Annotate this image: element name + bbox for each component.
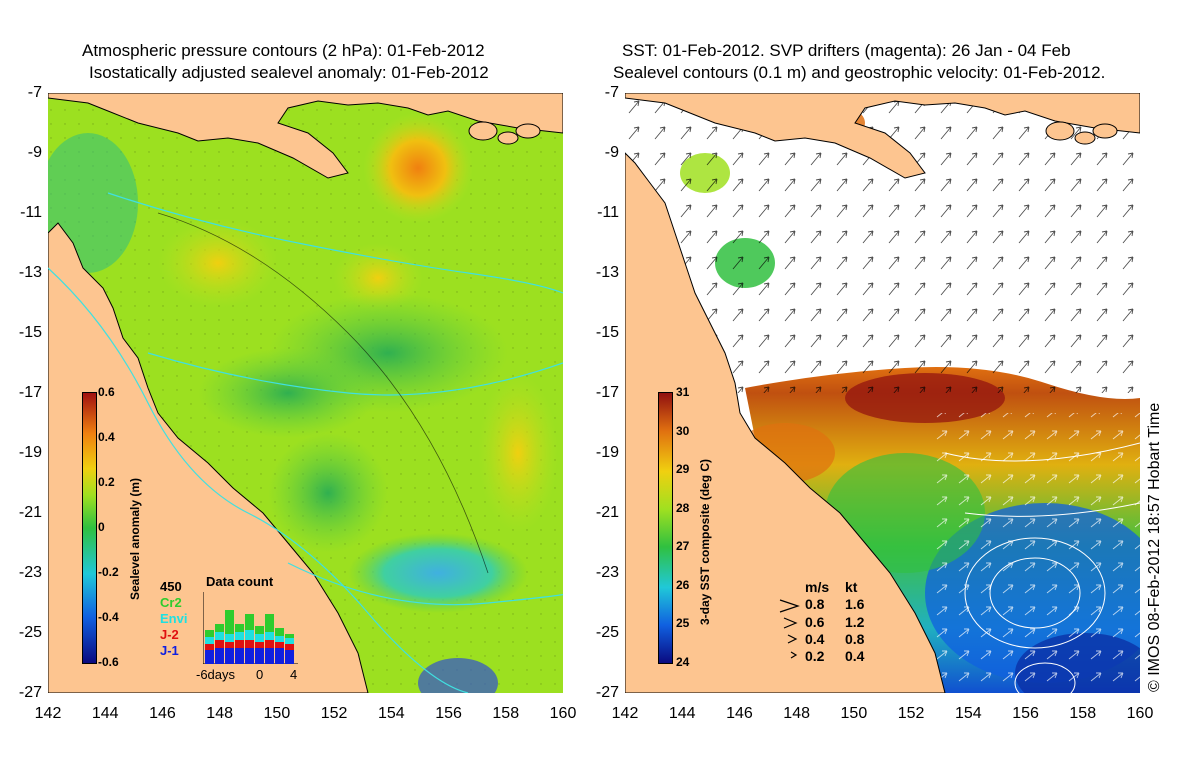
data-count-histogram [203, 592, 298, 664]
speed-row-ms: 0.8 [805, 596, 825, 612]
lat-tick-label: -9 [604, 144, 619, 161]
sla-tick: -0.4 [98, 610, 119, 624]
lon-tick-label: 156 [1012, 705, 1039, 722]
speed-row-ms: 0.2 [805, 648, 825, 664]
speed-row-ms: 0.6 [805, 614, 825, 630]
sst-tick: 31 [676, 385, 690, 399]
left-title-line2: Isostatically adjusted sealevel anomaly:… [89, 63, 489, 82]
lat-tick-label: -13 [595, 264, 619, 281]
lon-tick-label: 160 [549, 705, 577, 722]
lat-tick-label: -23 [18, 564, 42, 581]
lon-tick-label: 146 [726, 705, 753, 722]
speed-row-kt: 1.2 [845, 614, 865, 630]
sst-tick: 27 [676, 539, 690, 553]
data-count-xlabel: 4 [290, 667, 298, 682]
lat-tick-label: -23 [595, 564, 619, 581]
lat-tick-label: -11 [597, 204, 619, 221]
lat-tick-label: -15 [595, 324, 619, 341]
lon-tick-label: 144 [668, 705, 696, 722]
mission-envi: Envi [160, 611, 188, 626]
lon-tick-label: 154 [954, 705, 982, 722]
speed-row-kt: 1.6 [845, 596, 865, 612]
sealevel-anomaly-map [48, 93, 563, 693]
data-count-title: Data count [206, 574, 274, 589]
sla-tick: 0 [98, 520, 105, 534]
data-count-xlabel: 0 [256, 667, 264, 682]
sst-colorbar-label: 3-day SST composite (deg C) [698, 458, 712, 625]
lon-tick-label: 148 [206, 705, 233, 722]
lon-tick-label: 150 [263, 705, 291, 722]
mission-j2: J-2 [160, 627, 179, 642]
lon-tick-label: 156 [435, 705, 462, 722]
lat-tick-label: -21 [18, 504, 42, 521]
lat-tick-label: -7 [27, 84, 42, 101]
speed-row-kt: 0.4 [845, 648, 865, 664]
sla-tick: 0.4 [98, 430, 115, 444]
sla-tick: 0.2 [98, 475, 115, 489]
speed-arrows [779, 599, 800, 659]
sst-tick: 29 [676, 462, 690, 476]
lon-tick-label: 152 [897, 705, 925, 722]
data-count-max: 450 [160, 579, 182, 594]
lat-tick-label: -27 [595, 684, 619, 701]
data-count-xlabel: -6days [196, 667, 236, 682]
lat-tick-label: -17 [595, 384, 619, 401]
lat-tick-label: -25 [18, 624, 42, 641]
lon-tick-label: 150 [840, 705, 868, 722]
sst-tick: 26 [676, 578, 690, 592]
lon-tick-label: 154 [377, 705, 405, 722]
histogram-bars [205, 610, 294, 664]
lon-tick-label: 146 [149, 705, 176, 722]
speed-row-ms: 0.4 [805, 631, 825, 647]
lon-tick-label: 158 [492, 705, 520, 722]
lat-tick-label: -19 [18, 444, 42, 461]
copyright-notice: © IMOS 08-Feb-2012 18:57 Hobart Time [1146, 402, 1163, 692]
sst-tick: 28 [676, 501, 690, 515]
right-title-line2: Sealevel contours (0.1 m) and geostrophi… [613, 63, 1106, 82]
lon-tick-label: 142 [611, 705, 639, 722]
mission-j1: J-1 [160, 643, 179, 658]
land-australia [625, 152, 946, 693]
lat-tick-label: -13 [18, 264, 42, 281]
sla-tick: -0.2 [98, 565, 119, 579]
sla-tick: 0.6 [98, 385, 115, 399]
mission-cr2: Cr2 [160, 595, 182, 610]
right-title-line1: SST: 01-Feb-2012. SVP drifters (magenta)… [622, 41, 1071, 60]
sla-colorbar-label: Sealevel anomaly (m) [128, 477, 142, 600]
lat-tick-label: -7 [604, 84, 619, 101]
lon-tick-label: 144 [91, 705, 119, 722]
lat-tick-label: -21 [595, 504, 619, 521]
lat-tick-label: -9 [27, 144, 42, 161]
sst-map [625, 93, 1140, 693]
sst-tick: 24 [676, 655, 690, 669]
sst-colorbar [658, 392, 673, 664]
lat-tick-label: -19 [595, 444, 619, 461]
lon-tick-label: 152 [320, 705, 348, 722]
left-title-line1: Atmospheric pressure contours (2 hPa): 0… [82, 41, 485, 60]
lat-tick-label: -15 [18, 324, 42, 341]
lat-tick-label: -25 [595, 624, 619, 641]
lat-tick-label: -17 [18, 384, 42, 401]
lon-tick-label: 148 [783, 705, 810, 722]
sla-tick: -0.6 [98, 655, 119, 669]
lon-tick-label: 158 [1069, 705, 1097, 722]
sst-tick: 25 [676, 616, 690, 630]
land-new-guinea [48, 93, 563, 179]
land-new-guinea [625, 93, 1140, 179]
sst-tick: 30 [676, 424, 690, 438]
speed-header-kt: kt [845, 579, 858, 595]
lat-tick-label: -27 [18, 684, 42, 701]
lat-tick-label: -11 [20, 204, 42, 221]
speed-row-kt: 0.8 [845, 631, 865, 647]
speed-header-ms: m/s [805, 579, 830, 595]
sla-colorbar [82, 392, 97, 664]
land-australia [48, 222, 369, 693]
lon-tick-label: 160 [1126, 705, 1154, 722]
lon-tick-label: 142 [34, 705, 62, 722]
